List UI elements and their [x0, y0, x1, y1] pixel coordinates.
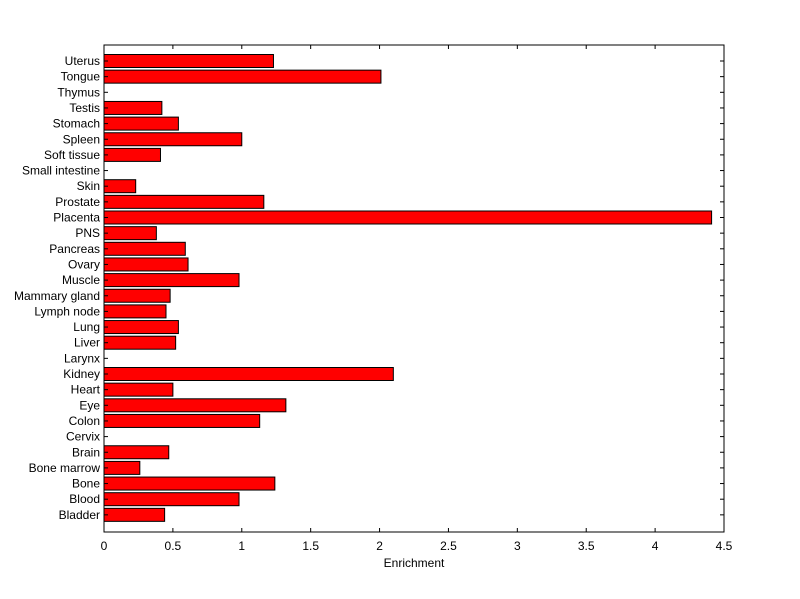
bar-mammary-gland	[103, 288, 171, 303]
bar-bone-marrow	[103, 460, 141, 475]
y-tick-label: Muscle	[62, 273, 100, 287]
bar-brain	[103, 445, 170, 460]
x-tick-label: 1	[238, 539, 245, 553]
bar-placenta	[103, 210, 713, 225]
x-tick-label: 2	[376, 539, 383, 553]
y-tick-label: Cervix	[66, 430, 100, 444]
y-tick-label: Blood	[69, 492, 100, 506]
y-tick-label: Spleen	[63, 132, 100, 146]
bar-testis	[103, 100, 163, 115]
bar-pancreas	[103, 241, 186, 256]
bar-tongue	[103, 69, 382, 84]
bar-kidney	[103, 367, 394, 381]
bar-bladder	[103, 507, 166, 522]
y-tick-label: Heart	[71, 383, 101, 397]
y-tick-label: Soft tissue	[44, 148, 100, 162]
x-tick-label: 4	[652, 539, 659, 553]
plot-frame	[103, 44, 725, 533]
bar-uterus	[103, 54, 274, 68]
y-tick-label: Bone	[72, 477, 100, 491]
bar-pns	[103, 226, 157, 241]
y-tick-label: Mammary gland	[14, 289, 100, 303]
bar-ovary	[103, 257, 189, 272]
y-tick-label: Bone marrow	[29, 461, 101, 475]
x-tick-label: 0	[101, 539, 108, 553]
y-tick-label: Larynx	[64, 351, 100, 365]
y-tick-label: Tongue	[61, 70, 101, 84]
plot-area	[104, 45, 724, 532]
y-tick-label: Placenta	[53, 211, 100, 225]
bar-spleen	[103, 132, 243, 147]
x-axis-ticks: 0 0.5 1 1.5 2 2.5 3 3.5 4 4.5	[101, 45, 733, 553]
x-tick-label: 4.5	[716, 539, 733, 553]
y-tick-label: Bladder	[59, 508, 100, 522]
y-tick-label: Pancreas	[49, 242, 100, 256]
y-tick-label: Uterus	[65, 54, 100, 68]
bar-soft-tissue	[103, 147, 161, 162]
y-tick-label: Lymph node	[34, 304, 100, 318]
bar-eye	[103, 398, 287, 413]
bar-bone	[103, 476, 276, 491]
bar-stomach	[103, 116, 179, 131]
x-axis-label: Enrichment	[384, 556, 445, 570]
y-tick-label: Ovary	[68, 257, 100, 271]
bar-lung	[103, 320, 179, 335]
bar-prostate	[103, 194, 265, 209]
y-tick-label: Prostate	[55, 195, 100, 209]
bar-heart	[103, 382, 174, 397]
bar-colon	[103, 413, 261, 428]
y-tick-label: Lung	[73, 320, 100, 334]
y-tick-label: Thymus	[57, 85, 100, 99]
y-tick-label: Testis	[69, 101, 100, 115]
x-tick-label: 1.5	[302, 539, 319, 553]
y-tick-label: Small intestine	[22, 164, 100, 178]
y-tick-label: Eye	[79, 398, 100, 412]
x-tick-label: 3.5	[578, 539, 595, 553]
y-tick-label: Stomach	[53, 117, 100, 131]
y-tick-label: PNS	[75, 226, 100, 240]
x-tick-label: 0.5	[165, 539, 182, 553]
y-tick-label: Kidney	[63, 367, 100, 381]
bar-muscle	[103, 273, 240, 288]
y-tick-label: Colon	[69, 414, 100, 428]
x-tick-label: 3	[514, 539, 521, 553]
bar-blood	[103, 492, 240, 507]
x-tick-label: 2.5	[440, 539, 457, 553]
bar-lymph-node	[103, 304, 167, 319]
y-tick-label: Skin	[77, 179, 100, 193]
bar-liver	[103, 335, 177, 350]
y-tick-label: Liver	[74, 336, 100, 350]
bar-skin	[103, 179, 137, 194]
y-tick-label: Brain	[72, 445, 100, 459]
